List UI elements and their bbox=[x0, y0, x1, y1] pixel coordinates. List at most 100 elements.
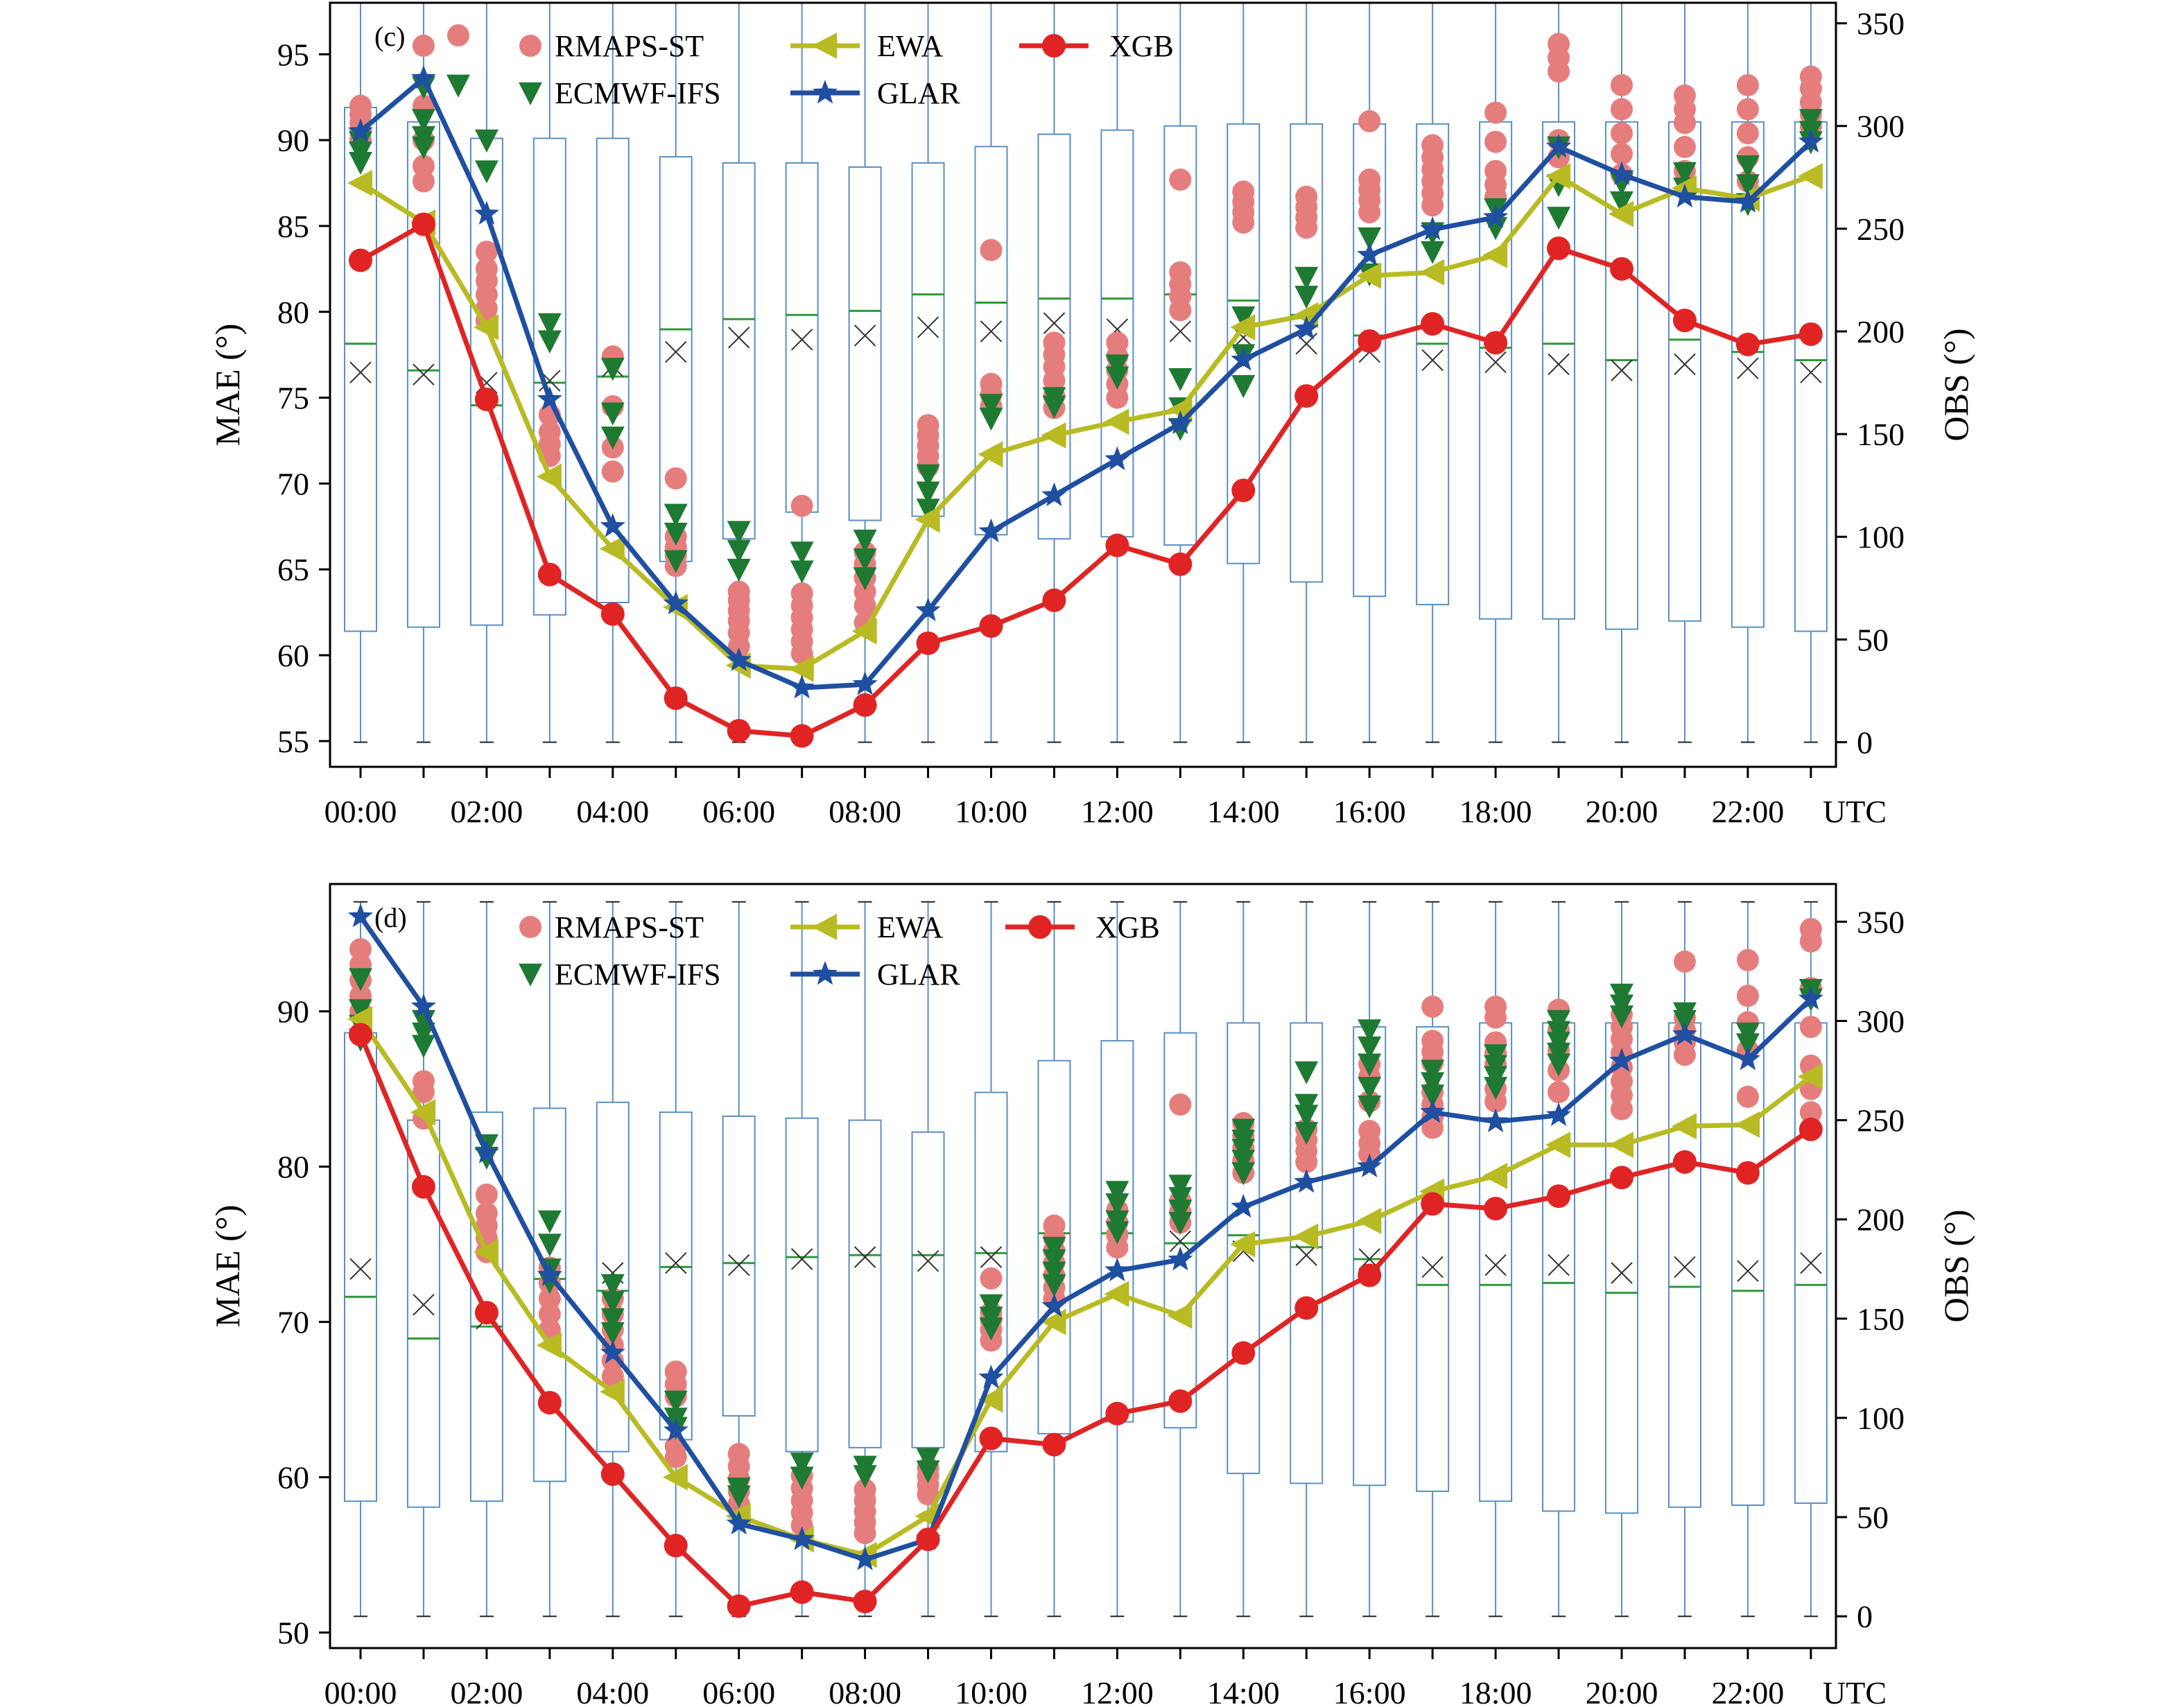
legend-label: GLAR bbox=[877, 76, 960, 110]
ewa-point bbox=[1482, 242, 1508, 269]
box-mean-marker bbox=[413, 363, 435, 385]
glar-point bbox=[347, 903, 374, 928]
rmaps-st-point bbox=[853, 1522, 876, 1545]
box-mean-marker bbox=[1800, 1251, 1822, 1274]
box-iqr bbox=[469, 1111, 503, 1502]
x-tick-label: 00:00 bbox=[324, 794, 397, 829]
box-plots bbox=[344, 901, 1828, 1618]
ecmwf-ifs-point bbox=[600, 426, 625, 450]
ecmwf-ifs-point bbox=[1105, 1221, 1129, 1245]
box-mean-marker bbox=[665, 1251, 687, 1274]
xgb-point bbox=[1294, 1296, 1319, 1320]
rmaps-st-point bbox=[1484, 1090, 1507, 1113]
y2-tick-label: 250 bbox=[1857, 211, 1905, 247]
rmaps-st-point bbox=[1736, 98, 1759, 121]
box-17:00 bbox=[1416, 2, 1450, 743]
xgb-point bbox=[1421, 1192, 1445, 1216]
ecmwf-ifs-point bbox=[979, 1294, 1003, 1317]
ecmwf-ifs-point bbox=[916, 1448, 940, 1471]
y2-tick-label: 150 bbox=[1857, 417, 1905, 452]
ecmwf-ifs-point bbox=[537, 313, 562, 336]
box-mean-marker bbox=[1611, 1262, 1633, 1284]
glar-point bbox=[1357, 242, 1383, 266]
glar-point bbox=[1294, 1169, 1319, 1193]
xgb-point bbox=[1105, 533, 1129, 557]
ecmwf-ifs-point bbox=[727, 558, 751, 582]
ewa-point bbox=[788, 655, 814, 682]
legend-marker bbox=[519, 35, 541, 57]
glar-point bbox=[1798, 128, 1823, 153]
ecmwf-ifs-point bbox=[1042, 1274, 1066, 1297]
box-mean-marker bbox=[1548, 353, 1570, 376]
glar-point bbox=[1546, 1102, 1572, 1127]
ecmwf-ifs-point bbox=[1168, 1187, 1193, 1211]
rmaps-st-point bbox=[1484, 1006, 1507, 1029]
plot-frame bbox=[329, 883, 1837, 1649]
rmaps-st-point bbox=[1611, 142, 1633, 165]
x-tick-label: 00:00 bbox=[324, 1675, 397, 1707]
y-tick-label: 60 bbox=[277, 638, 309, 673]
rmaps-st-points bbox=[349, 917, 1822, 1545]
chart-panel-c: 55 60 65 70 75 80 85 90 95 MAE (°) 0 50 100 150 200 250… bbox=[208, 1, 1975, 829]
xgb-point bbox=[1294, 384, 1319, 408]
rmaps-st-point bbox=[790, 494, 813, 517]
ecmwf-ifs-point bbox=[664, 503, 688, 527]
ecmwf-ifs-point bbox=[1294, 1104, 1319, 1128]
xgb-point bbox=[1231, 478, 1256, 503]
rmaps-st-point bbox=[1611, 73, 1633, 96]
rmaps-st-point bbox=[980, 1329, 1003, 1352]
xgb-point bbox=[1358, 329, 1382, 353]
xgb-point bbox=[1231, 1341, 1256, 1365]
rmaps-st-point bbox=[1548, 1081, 1570, 1104]
glar-point bbox=[1041, 482, 1067, 507]
ecmwf-ifs-point bbox=[1610, 1005, 1633, 1029]
rmaps-st-point bbox=[1295, 216, 1318, 239]
ecmwf-ifs-point bbox=[537, 330, 562, 354]
xgb-point bbox=[727, 718, 751, 743]
ecmwf-ifs-point bbox=[1105, 1181, 1129, 1204]
ecmwf-ifs-point bbox=[1105, 354, 1129, 378]
x-axis: 00:00 02:00 04:00 06:00 08:00 10:00 12:00 14:00… bbox=[324, 767, 1887, 829]
ecmwf-ifs-point bbox=[664, 522, 688, 546]
xgb-point bbox=[1672, 309, 1697, 333]
x-tick-label: 06:00 bbox=[702, 1675, 775, 1707]
legend-item-xgb: XGB bbox=[1005, 910, 1160, 944]
glar-point bbox=[915, 597, 941, 621]
y2-tick-label: 200 bbox=[1857, 1202, 1905, 1238]
rmaps-st-point bbox=[1358, 110, 1381, 132]
box-mean-marker bbox=[917, 1250, 939, 1272]
legend-label: RMAPS-ST bbox=[555, 29, 704, 63]
series-xgb bbox=[349, 1023, 1823, 1618]
legend-marker bbox=[812, 80, 838, 104]
ecmwf-ifs-point bbox=[916, 464, 940, 487]
legend-marker bbox=[1028, 915, 1052, 939]
xgb-point bbox=[1547, 1184, 1571, 1208]
xgb-point bbox=[1610, 257, 1633, 281]
rmaps-st-point bbox=[1358, 201, 1381, 224]
box-iqr bbox=[1227, 123, 1260, 564]
legend-marker bbox=[812, 961, 838, 985]
glar-point bbox=[1168, 410, 1193, 435]
glar-point bbox=[978, 518, 1004, 543]
box-15:00 bbox=[1290, 901, 1324, 1618]
box-iqr bbox=[722, 162, 756, 540]
glar-point bbox=[663, 590, 688, 615]
xgb-point bbox=[1799, 322, 1823, 346]
y-tick-label: 80 bbox=[277, 295, 309, 330]
ecmwf-ifs-point bbox=[1294, 1122, 1319, 1145]
ecmwf-ifs-point bbox=[600, 358, 625, 381]
ecmwf-ifs-point bbox=[600, 1274, 625, 1297]
box-05:00 bbox=[659, 2, 693, 743]
ewa-point bbox=[536, 1332, 562, 1359]
y-tick-label: 60 bbox=[277, 1460, 309, 1496]
box-mean-marker bbox=[853, 324, 876, 347]
ewa-point bbox=[1356, 1208, 1382, 1235]
ewa-point bbox=[1671, 1113, 1697, 1140]
ecmwf-ifs-point bbox=[446, 74, 470, 98]
box-iqr bbox=[532, 137, 566, 616]
series-glar bbox=[347, 65, 1823, 699]
y-tick-label: 90 bbox=[277, 123, 309, 158]
y2-tick-label: 350 bbox=[1857, 904, 1905, 939]
box-mean-marker bbox=[727, 327, 750, 349]
rmaps-st-point bbox=[1736, 122, 1759, 145]
